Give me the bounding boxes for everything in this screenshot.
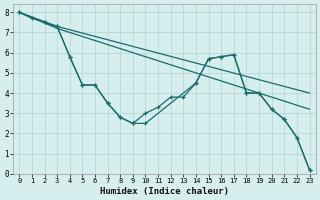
X-axis label: Humidex (Indice chaleur): Humidex (Indice chaleur) bbox=[100, 187, 229, 196]
